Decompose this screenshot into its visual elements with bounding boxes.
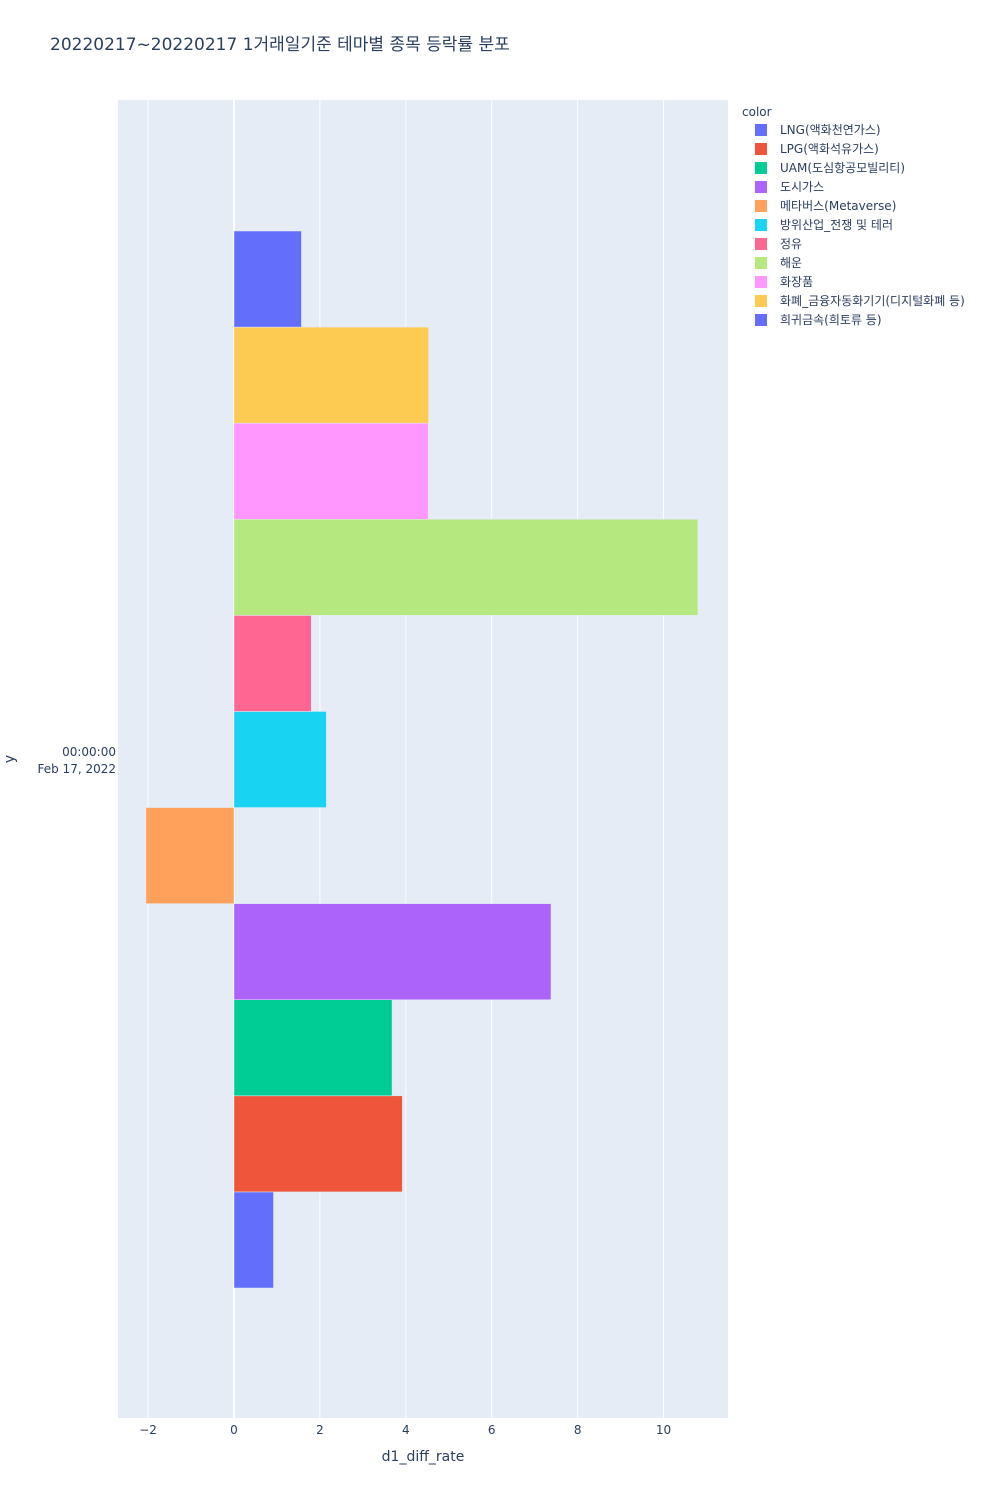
legend-item[interactable]: 희귀금속(희토류 등) <box>755 313 882 327</box>
legend-item[interactable]: 해운 <box>755 256 802 270</box>
bar[interactable] <box>233 1191 274 1289</box>
bar[interactable] <box>233 999 393 1097</box>
legend-item[interactable]: 메타버스(Metaverse) <box>755 199 896 213</box>
chart-title: 20220217~20220217 1거래일기준 테마별 종목 등락률 분포 <box>50 35 510 55</box>
legend-swatch <box>755 181 767 193</box>
legend-swatch <box>755 314 767 326</box>
y-category-label-date: Feb 17, 2022 <box>38 762 117 776</box>
legend-swatch <box>755 162 767 174</box>
legend-swatch <box>755 257 767 269</box>
legend-label: 해운 <box>780 256 802 270</box>
legend-label: 화폐_금융자동화기기(디지털화폐 등) <box>780 294 965 308</box>
bar[interactable] <box>233 1095 403 1193</box>
legend-label: LNG(액화천연가스) <box>780 122 881 137</box>
x-axis-title: d1_diff_rate <box>382 1449 465 1465</box>
legend-swatch <box>755 200 767 212</box>
legend-item[interactable]: LPG(액화석유가스) <box>755 142 879 156</box>
bar[interactable] <box>233 326 429 424</box>
x-tick-label: 0 <box>230 1423 238 1437</box>
legend-label: 메타버스(Metaverse) <box>780 199 896 213</box>
legend-item[interactable]: 화폐_금융자동화기기(디지털화폐 등) <box>755 294 965 308</box>
bar[interactable] <box>233 615 312 712</box>
legend-swatch <box>755 124 767 136</box>
bars <box>145 230 699 1289</box>
legend-swatch <box>755 276 767 288</box>
y-axis-title: y <box>2 755 18 763</box>
legend-swatch <box>755 143 767 155</box>
legend-item[interactable]: UAM(도심항공모빌리티) <box>755 161 905 175</box>
legend-label: 정유 <box>780 237 802 251</box>
plot-area <box>118 100 728 1418</box>
legend-label: 희귀금속(희토류 등) <box>780 313 882 327</box>
legend-label: 도시가스 <box>780 180 824 194</box>
bar[interactable] <box>233 711 327 808</box>
legend-swatch <box>755 219 767 231</box>
legend-item[interactable]: 정유 <box>755 237 802 251</box>
legend-item[interactable]: 화장품 <box>755 275 813 289</box>
bar[interactable] <box>145 807 235 904</box>
legend-label: UAM(도심항공모빌리티) <box>780 161 905 175</box>
legend-swatch <box>755 238 767 250</box>
x-tick-label: 10 <box>656 1423 671 1437</box>
x-tick-labels: −2 0 2 4 6 8 10 <box>139 1423 671 1437</box>
legend-item[interactable]: LNG(액화천연가스) <box>755 122 881 137</box>
x-tick-label: 2 <box>316 1423 324 1437</box>
legend-item[interactable]: 방위산업_전쟁 및 테러 <box>755 218 893 232</box>
y-category-label-time: 00:00:00 <box>62 745 116 759</box>
x-tick-label: 4 <box>402 1423 410 1437</box>
x-tick-label: 8 <box>574 1423 582 1437</box>
bar[interactable] <box>233 422 429 520</box>
x-tick-label: 6 <box>488 1423 496 1437</box>
legend-title: color <box>742 105 772 119</box>
legend[interactable]: LNG(액화천연가스) LPG(액화석유가스) UAM(도심항공모빌리티) 도시가스메… <box>755 122 965 327</box>
bar[interactable] <box>233 230 302 328</box>
legend-item[interactable]: 도시가스 <box>755 180 824 194</box>
x-tick-label: −2 <box>139 1423 157 1437</box>
bar[interactable] <box>233 903 552 1000</box>
bar[interactable] <box>233 519 699 616</box>
legend-swatch <box>755 295 767 307</box>
legend-label: LPG(액화석유가스) <box>780 142 879 156</box>
legend-label: 방위산업_전쟁 및 테러 <box>780 218 893 232</box>
legend-label: 화장품 <box>780 275 813 289</box>
